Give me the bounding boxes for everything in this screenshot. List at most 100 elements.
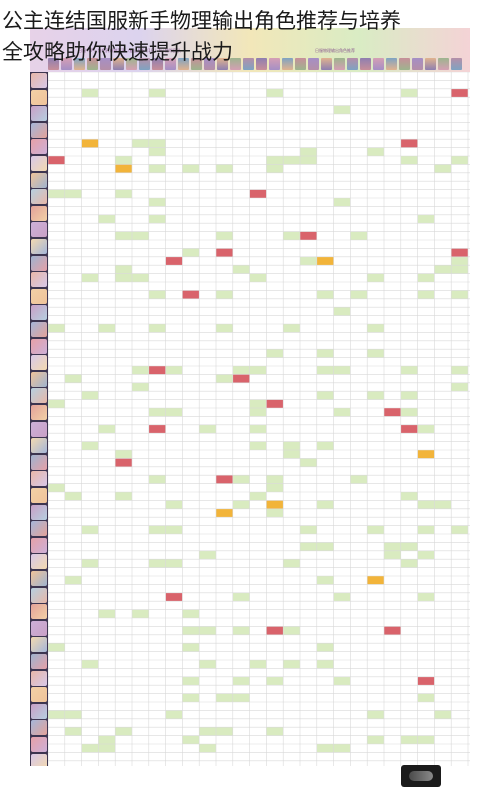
title-line-1: 公主连结国服新手物理输出角色推荐与培养 — [2, 9, 401, 33]
header-avatar-icon — [438, 58, 449, 70]
highlight-cell — [316, 391, 334, 400]
character-icon — [31, 604, 47, 620]
highlight-cell — [232, 500, 250, 509]
highlight-cell — [148, 290, 166, 299]
priority-cell — [148, 424, 166, 434]
highlight-cell — [81, 525, 99, 534]
highlight-cell — [249, 441, 267, 450]
character-icon — [31, 654, 47, 669]
character-icon — [31, 122, 47, 138]
character-icon — [31, 587, 47, 603]
highlight-cell — [350, 231, 368, 240]
priority-cell — [384, 626, 401, 635]
highlight-cell — [400, 88, 418, 98]
highlight-cell — [417, 525, 435, 534]
highlight-cell — [417, 500, 435, 509]
highlight-cell — [165, 500, 183, 509]
character-icon — [31, 720, 47, 736]
highlight-cell — [148, 408, 166, 417]
highlight-cell — [316, 643, 334, 652]
header-avatar-icon — [139, 58, 150, 70]
header-avatar-icon — [165, 58, 176, 70]
priority-cell — [400, 424, 418, 434]
highlight-cell — [81, 744, 99, 753]
highlight-cell — [216, 727, 233, 736]
highlight-cell — [266, 349, 284, 358]
highlight-cell — [148, 139, 166, 148]
character-icon — [31, 554, 47, 570]
highlight-cell — [115, 265, 132, 274]
character-icon — [31, 454, 47, 470]
character-icon — [31, 753, 47, 766]
header-avatar-icon — [425, 58, 436, 70]
highlight-cell — [115, 231, 132, 240]
highlight-cell — [283, 324, 300, 333]
priority-cell — [300, 231, 317, 240]
highlight-cell — [64, 727, 82, 736]
highlight-cell — [132, 366, 149, 375]
highlight-cell — [48, 324, 65, 333]
chart-grid — [47, 71, 470, 766]
character-icon — [31, 504, 47, 520]
character-icon — [31, 272, 47, 288]
highlight-cell — [400, 391, 418, 400]
highlight-cell — [417, 424, 435, 434]
highlight-cell — [316, 290, 334, 299]
highlight-cell — [316, 366, 334, 375]
header-avatar-icon — [386, 58, 397, 70]
priority-cell — [232, 374, 250, 383]
character-icon — [31, 106, 47, 122]
highlight-cell — [400, 542, 418, 551]
highlight-cell — [48, 189, 65, 198]
highlight-cell — [249, 366, 267, 375]
highlight-cell — [300, 147, 317, 156]
header-avatar-icon — [74, 58, 85, 70]
highlight-cell — [316, 542, 334, 551]
highlight-cell — [316, 441, 334, 450]
highlight-cell — [249, 424, 267, 434]
character-icon — [31, 139, 47, 155]
highlight-cell — [81, 660, 99, 669]
highlight-cell — [199, 424, 216, 434]
header-avatar-icon — [126, 58, 137, 70]
character-icon — [31, 189, 47, 205]
highlight-cell — [232, 366, 250, 375]
highlight-cell — [81, 559, 99, 568]
highlight-cell — [199, 660, 216, 669]
highlight-cell — [316, 744, 334, 753]
header-avatar-icon — [282, 58, 293, 70]
highlight-cell — [300, 525, 317, 534]
highlight-cell — [384, 550, 401, 560]
highlight-cell — [451, 256, 468, 266]
highlight-cell — [64, 189, 82, 198]
header-avatar-icon — [87, 58, 98, 70]
highlight-cell — [48, 710, 65, 719]
highlight-cell — [451, 290, 468, 299]
header-avatar-icon — [347, 58, 358, 70]
highlight-cell — [182, 626, 200, 635]
priority-cell — [417, 676, 435, 686]
highlight-cell — [266, 88, 284, 98]
highlight-cell — [148, 88, 166, 98]
character-icon — [31, 670, 47, 686]
highlight-cell — [165, 408, 183, 417]
highlight-cell — [81, 88, 99, 98]
priority-cell — [115, 458, 132, 467]
highlight-cell — [182, 735, 200, 744]
priority-cell — [48, 156, 65, 165]
highlight-cell — [283, 559, 300, 568]
highlight-cell — [132, 382, 149, 392]
header-avatar-icon — [334, 58, 345, 70]
highlight-cell — [64, 374, 82, 383]
highlight-cell — [283, 450, 300, 459]
highlight-cell — [48, 643, 65, 652]
rank-cell — [115, 164, 132, 173]
highlight-cell — [417, 290, 435, 299]
header-note-right: 日服物理输出角色推荐 — [315, 48, 355, 53]
highlight-cell — [333, 307, 351, 316]
priority-cell — [182, 290, 200, 299]
highlight-cell — [182, 693, 200, 702]
highlight-cell — [216, 693, 233, 702]
highlight-cell — [216, 231, 233, 240]
highlight-cell — [400, 366, 418, 375]
